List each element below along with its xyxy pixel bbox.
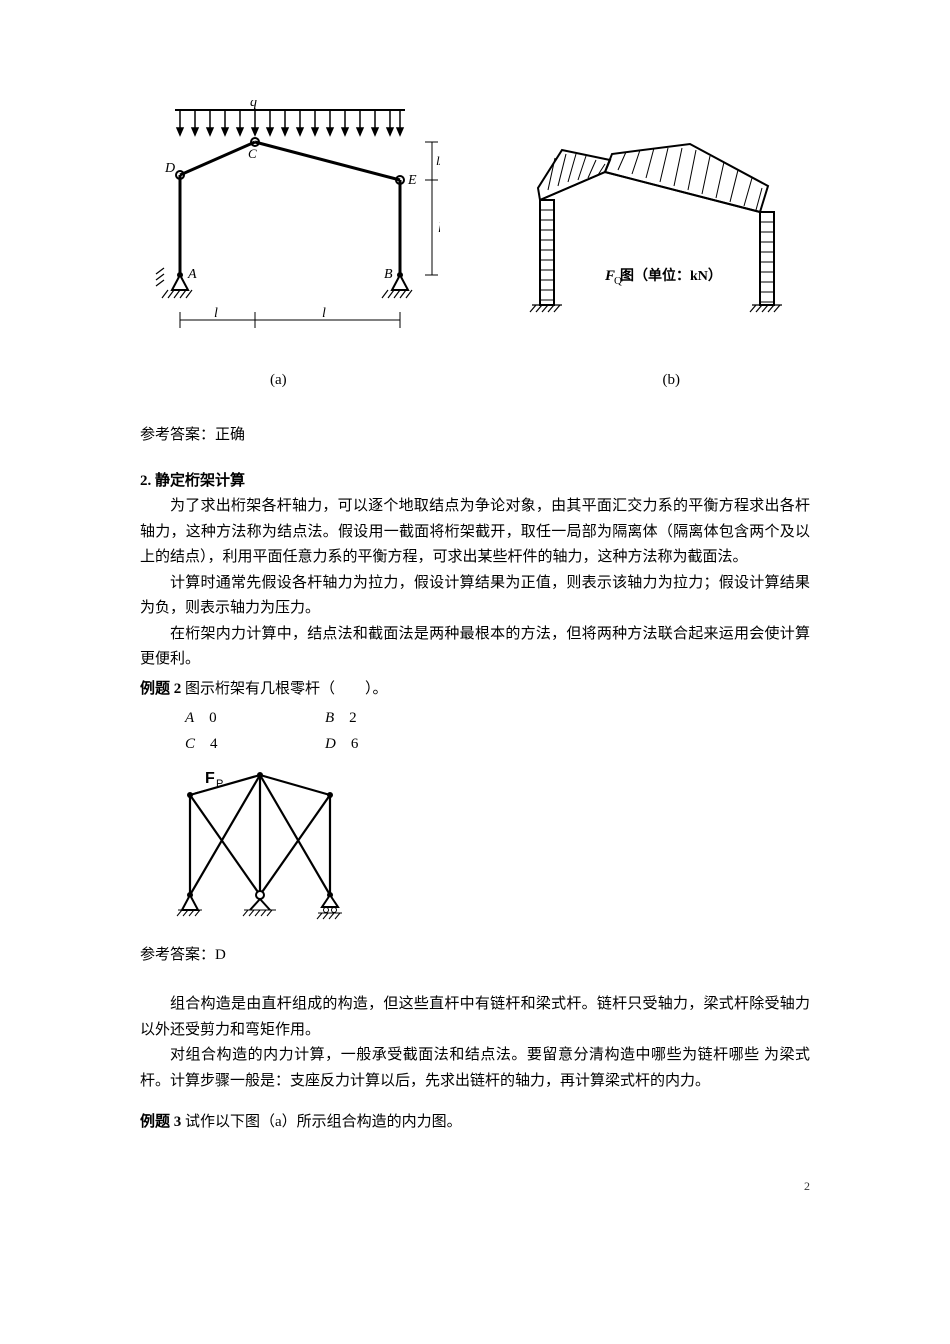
option-d: D6 <box>325 732 465 758</box>
figure-a-label: (a) <box>270 368 287 394</box>
svg-text:F: F <box>205 770 215 787</box>
svg-text:B: B <box>384 267 393 282</box>
example-2-options: A0 B2 C4 D6 <box>185 706 810 757</box>
shear-diagram-b: F Q 图（单位：kN） <box>510 140 810 350</box>
svg-text:E: E <box>407 173 417 188</box>
example-2-title: 例题 2 <box>140 681 181 697</box>
example-2-question: 图示桁架有几根零杆（ ）。 <box>181 681 387 697</box>
example-3-question: 试作以下图（a）所示组合构造的内力图。 <box>181 1114 461 1130</box>
figure-b-label: (b) <box>663 368 681 394</box>
composite-p2: 对组合构造的内力计算，一般承受截面法和结点法。要留意分清构造中哪些为链杆哪些 为… <box>140 1043 810 1094</box>
option-c: C4 <box>185 732 325 758</box>
svg-text:P: P <box>216 778 223 790</box>
answer-1: 参考答案：正确 <box>140 423 810 449</box>
q-label: q <box>250 100 257 110</box>
svg-text:D: D <box>164 161 175 176</box>
svg-text:l: l <box>438 221 440 236</box>
example-3: 例题 3 试作以下图（a）所示组合构造的内力图。 <box>140 1110 810 1136</box>
structure-diagram-a: q <box>140 100 440 350</box>
svg-text:C: C <box>248 146 257 161</box>
section-2-title: 2. 静定桁架计算 <box>140 469 810 495</box>
option-b: B2 <box>325 706 465 732</box>
page-number: 2 <box>140 1176 810 1196</box>
section-2-p3: 在桁架内力计算中，结点法和截面法是两种最根本的方法，但将两种方法联合起来运用会使… <box>140 622 810 673</box>
figure-labels: (a) (b) <box>140 368 810 394</box>
example-2-answer: 参考答案：D <box>140 943 810 969</box>
figures-row: q <box>140 100 810 360</box>
svg-text:l: l <box>322 306 326 321</box>
section-2-p2: 计算时通常先假设各杆轴力为拉力，假设计算结果为正值，则表示该轴力为拉力；假设计算… <box>140 571 810 622</box>
truss-figure: F P <box>160 765 810 935</box>
option-a: A0 <box>185 706 325 732</box>
svg-text:l/2: l/2 <box>436 153 440 168</box>
composite-p1: 组合构造是由直杆组成的构造，但这些直杆中有链杆和梁式杆。链杆只受轴力，梁式杆除受… <box>140 992 810 1043</box>
figure-a: q <box>140 100 440 360</box>
svg-text:图（单位：kN）: 图（单位：kN） <box>620 267 722 284</box>
example-3-title: 例题 3 <box>140 1114 181 1130</box>
svg-text:l: l <box>214 306 218 321</box>
svg-text:A: A <box>187 267 197 282</box>
example-2: 例题 2 图示桁架有几根零杆（ ）。 <box>140 677 810 703</box>
truss-svg: F P <box>160 765 370 925</box>
figure-b: F Q 图（单位：kN） <box>510 140 810 360</box>
section-2-p1: 为了求出桁架各杆轴力，可以逐个地取结点为争论对象，由其平面汇交力系的平衡方程求出… <box>140 494 810 571</box>
